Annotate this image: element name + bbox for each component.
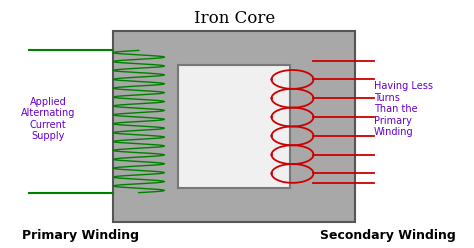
Text: Having Less
Turns
Than the
Primary
Winding: Having Less Turns Than the Primary Windi… bbox=[374, 81, 433, 137]
Bar bbox=[113, 31, 356, 222]
Text: Primary Winding: Primary Winding bbox=[22, 229, 139, 242]
Text: Iron Core: Iron Core bbox=[194, 10, 275, 27]
Text: Applied
Alternating
Current
Supply: Applied Alternating Current Supply bbox=[21, 97, 75, 142]
Text: Secondary Winding: Secondary Winding bbox=[320, 229, 456, 242]
Bar bbox=[178, 65, 290, 188]
